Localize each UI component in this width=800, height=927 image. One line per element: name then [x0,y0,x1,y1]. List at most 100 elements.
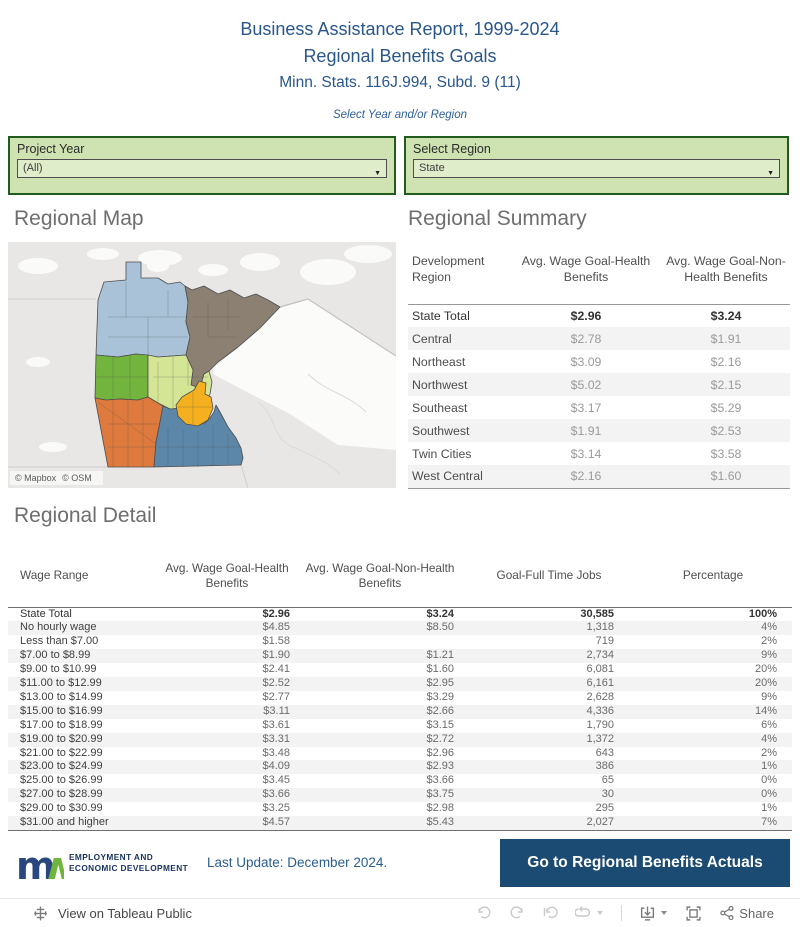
detail-cell: 6,081 [586,663,614,676]
share-label: Share [739,905,774,921]
minnesota-map-graphic [8,242,396,488]
detail-cell: $5.43 [426,816,454,829]
detail-col-header: Goal-Full Time Jobs [496,568,602,583]
detail-cell: 30 [601,788,614,801]
detail-cell: No hourly wage [20,621,97,634]
detail-row[interactable]: $13.00 to $14.99 $2.77 $3.29 2,628 9% [8,691,792,705]
select-region-value: State [419,162,445,174]
detail-cell: $1.90 [262,649,290,662]
summary-cell: $5.29 [710,400,742,415]
report-title-line1: Business Assistance Report, 1999-2024 [240,19,560,39]
regional-map[interactable]: © Mapbox © OSM [8,242,396,488]
summary-cell: $3.09 [570,354,602,369]
detail-cell: 6% [761,718,777,731]
detail-row[interactable]: $21.00 to $22.99 $3.48 $2.96 643 2% [8,747,792,761]
toolbar-actions: Share [476,905,800,922]
detail-cell: $9.00 to $10.99 [20,663,97,676]
undo-button[interactable] [476,905,492,921]
summary-row[interactable]: West Central $2.16 $1.60 [408,465,790,488]
summary-cell: $3.58 [710,446,742,461]
fullscreen-button[interactable] [685,905,702,922]
detail-row[interactable]: State Total $2.96 $3.24 30,585 100% [8,607,792,621]
go-to-actuals-button[interactable]: Go to Regional Benefits Actuals [500,839,790,887]
summary-cell: $1.60 [710,469,742,484]
summary-row[interactable]: Central $2.78 $1.91 [408,327,790,350]
detail-col-header: Percentage [682,568,744,583]
summary-cell: $2.16 [570,469,602,484]
detail-cell: $3.24 [426,607,454,620]
detail-cell: 2% [761,635,777,648]
summary-cell: West Central [412,469,483,484]
detail-row[interactable]: $29.00 to $30.99 $3.25 $2.98 295 1% [8,802,792,816]
detail-cell: $2.95 [426,677,454,690]
select-region-dropdown[interactable]: State ▼ [413,159,780,178]
detail-cell: 20% [754,677,777,690]
chevron-down-icon: ▼ [767,170,774,177]
detail-cell: $25.00 to $26.99 [20,774,103,787]
detail-row[interactable]: $17.00 to $18.99 $3.61 $3.15 1,790 6% [8,719,792,733]
project-year-label: Project Year [17,142,85,156]
reset-button[interactable] [542,905,558,921]
detail-cell: 295 [595,802,614,815]
detail-row[interactable]: $25.00 to $26.99 $3.45 $3.66 65 0% [8,774,792,788]
detail-row[interactable]: $23.00 to $24.99 $4.09 $2.93 386 1% [8,760,792,775]
summary-cell: Southeast [412,400,468,415]
summary-row[interactable]: Twin Cities $3.14 $3.58 [408,442,790,465]
report-header: Business Assistance Report, 1999-2024 Re… [0,16,800,121]
summary-col-header: Development Region [412,253,485,284]
map-attribution: © Mapbox © OSM [10,471,103,485]
summary-cell: $1.91 [710,331,742,346]
summary-row[interactable]: Northwest $5.02 $2.15 [408,373,790,396]
summary-row[interactable]: Northeast $3.09 $2.16 [408,350,790,373]
detail-cell: 6,161 [586,677,614,690]
detail-row[interactable]: $27.00 to $28.99 $3.66 $3.75 30 0% [8,788,792,803]
osm-attribution[interactable]: © OSM [62,473,92,483]
map-region-twin-cities[interactable] [175,380,214,427]
detail-cell: 1% [761,760,777,773]
select-region-filter: Select Region State ▼ [404,136,789,195]
share-button[interactable]: Share [719,905,774,921]
detail-row[interactable]: $11.00 to $12.99 $2.52 $2.95 6,161 20% [8,677,792,691]
tableau-toolbar: View on Tableau Public [0,898,800,927]
summary-row[interactable]: Southeast $3.17 $5.29 [408,396,790,419]
detail-cell: 4,336 [586,704,614,717]
detail-cell: $1.21 [426,649,454,662]
detail-row[interactable]: Less than $7.00 $1.58 719 2% [8,635,792,649]
detail-cell [296,635,464,649]
detail-cell: 2,027 [586,816,614,829]
tableau-logo-icon [34,906,47,920]
project-year-dropdown[interactable]: (All) ▼ [17,159,387,178]
download-button[interactable] [639,905,668,922]
detail-row[interactable]: No hourly wage $4.85 $8.50 1,318 4% [8,621,792,636]
detail-cell: 0% [761,774,777,787]
select-region-label: Select Region [413,142,491,156]
detail-row[interactable]: $9.00 to $10.99 $2.41 $1.60 6,081 20% [8,663,792,677]
detail-cell: $23.00 to $24.99 [20,760,103,773]
filter-instruction: Select Year and/or Region [332,109,468,121]
refresh-button[interactable] [575,905,604,921]
detail-cell: $13.00 to $14.99 [20,690,103,703]
detail-row[interactable]: $15.00 to $16.99 $3.11 $2.66 4,336 14% [8,704,792,719]
mapbox-attribution[interactable]: © Mapbox [15,473,57,483]
summary-row[interactable]: State Total $2.96 $3.24 [408,304,790,327]
summary-cell: $5.02 [570,377,602,392]
agency-line2: ECONOMIC DEVELOPMENT [69,863,189,873]
summary-row[interactable]: Southwest $1.91 $2.53 [408,419,790,442]
detail-row[interactable]: $19.00 to $20.99 $3.31 $2.72 1,372 4% [8,732,792,747]
logo-n: ʍ [47,846,64,886]
tableau-attribution[interactable]: View on Tableau Public [0,905,192,922]
detail-cell: $3.75 [426,788,454,801]
detail-cell: $3.31 [262,732,290,745]
detail-cell: 719 [595,635,614,648]
summary-cell: Central [412,331,452,346]
detail-cell: 100% [748,607,777,620]
map-region-southwest[interactable] [94,396,164,468]
last-update-text: Last Update: December 2024. [207,855,388,870]
detail-cell: 14% [754,704,777,717]
view-on-tableau-label: View on Tableau Public [58,905,192,921]
regional-detail-table: Wage Range Avg. Wage Goal-Health Benefit… [8,545,792,831]
detail-row[interactable]: $7.00 to $8.99 $1.90 $1.21 2,734 9% [8,649,792,664]
summary-cell: $3.14 [570,446,602,461]
redo-button[interactable] [509,905,525,921]
detail-row[interactable]: $31.00 and higher $4.57 $5.43 2,027 7% [8,816,792,831]
